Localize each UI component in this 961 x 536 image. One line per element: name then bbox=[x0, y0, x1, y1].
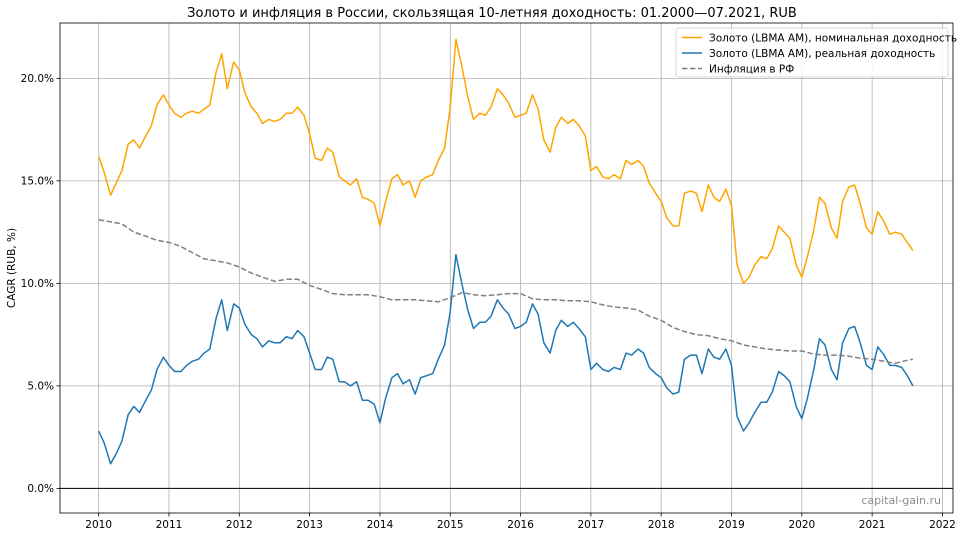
legend-entry-0: Золото (LBMA AM), номинальная доходность bbox=[709, 32, 957, 44]
x-tick-label: 2021 bbox=[859, 519, 886, 531]
plot-frame bbox=[59, 22, 954, 514]
x-tick-label: 2015 bbox=[437, 519, 464, 531]
series-line-2 bbox=[98, 219, 914, 365]
y-tick-label: 5.0% bbox=[27, 381, 54, 393]
x-tick-label: 2016 bbox=[507, 519, 534, 531]
x-tick-label: 2019 bbox=[718, 519, 745, 531]
x-tick-label: 2017 bbox=[578, 519, 605, 531]
legend-entry-2: Инфляция в РФ bbox=[709, 63, 794, 75]
y-tick-label: 10.0% bbox=[21, 278, 54, 290]
series-line-1 bbox=[98, 253, 914, 465]
plot-area bbox=[60, 23, 953, 513]
y-tick-label: 20.0% bbox=[21, 73, 54, 85]
y-axis: 0.0% 5.0% 10.0% 15.0% 20.0% bbox=[21, 73, 60, 495]
legend-entry-1: Золото (LBMA AM), реальная доходность bbox=[709, 48, 935, 60]
legend-box bbox=[675, 27, 949, 78]
x-tick-label: 2013 bbox=[296, 519, 323, 531]
x-tick-label: 2010 bbox=[85, 519, 112, 531]
legend: Золото (LBMA AM), номинальная доходность… bbox=[675, 27, 957, 78]
y-tick-label: 0.0% bbox=[27, 483, 54, 495]
chart-title: Золото и инфляция в России, скользящая 1… bbox=[187, 6, 797, 21]
x-tick-label: 2022 bbox=[929, 519, 956, 531]
x-tick-label: 2011 bbox=[156, 519, 183, 531]
series-lines bbox=[97, 38, 914, 465]
x-axis: 2010 2011 2012 2013 2014 2015 2016 2017 2018 2019… bbox=[85, 513, 956, 531]
x-tick-label: 2012 bbox=[226, 519, 253, 531]
series-line-0 bbox=[97, 38, 914, 285]
watermark: capital-gain.ru bbox=[861, 494, 941, 507]
x-tick-label: 2018 bbox=[648, 519, 675, 531]
x-tick-label: 2014 bbox=[367, 519, 394, 531]
y-axis-label: CAGR (RUB, %) bbox=[6, 228, 18, 308]
x-tick-label: 2020 bbox=[788, 519, 815, 531]
y-tick-label: 15.0% bbox=[21, 176, 54, 188]
